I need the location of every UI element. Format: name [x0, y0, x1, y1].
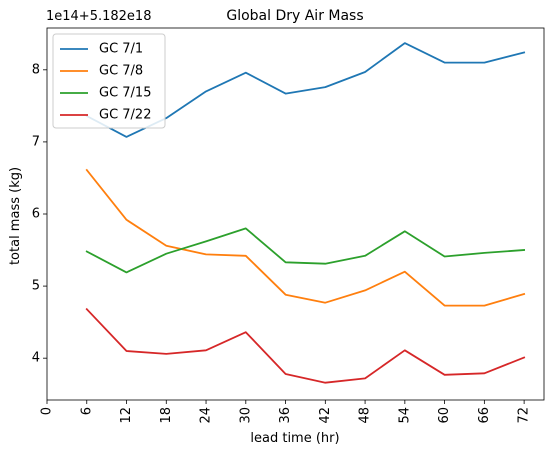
axes-layer: 0 6 12 18 24 30 36 42 48 54 60 66 72 4 5 6 7 8: [32, 27, 545, 424]
x-tick-label-1: 6: [79, 407, 94, 415]
legend-label-3: GC 7/22: [99, 108, 151, 123]
x-tick-label-3: 18: [159, 407, 174, 424]
x-tick-label-5: 30: [238, 407, 253, 424]
x-tick-label-11: 66: [477, 407, 492, 424]
series-line-1: [85, 168, 526, 307]
x-tick-label-7: 42: [318, 407, 333, 424]
y-axis-label: total mass (kg): [8, 167, 23, 265]
x-tick-label-2: 12: [119, 407, 134, 424]
legend-label-2: GC 7/15: [99, 86, 151, 101]
y-offset-text: 1e14+5.182e18: [46, 9, 151, 24]
x-tick-label-6: 36: [278, 407, 293, 424]
series-line-3: [85, 307, 526, 384]
x-tick-label-12: 72: [517, 407, 532, 424]
legend-label-0: GC 7/1: [99, 42, 143, 57]
series-layer: [85, 42, 526, 384]
x-axis-label: lead time (hr): [250, 431, 339, 446]
legend-label-1: GC 7/8: [99, 64, 143, 79]
chart-title: Global Dry Air Mass: [226, 8, 363, 24]
x-tick-label-10: 60: [437, 407, 452, 424]
y-tick-label-4: 8: [32, 62, 40, 77]
x-tick-label-9: 54: [397, 407, 412, 424]
x-tick-label-8: 48: [358, 407, 373, 424]
y-tick-label-2: 6: [32, 207, 40, 222]
legend: GC 7/1 GC 7/8 GC 7/15 GC 7/22: [52, 33, 166, 129]
y-tick-label-1: 5: [32, 279, 40, 294]
series-line-2: [85, 227, 526, 274]
y-tick-label-0: 4: [32, 351, 40, 366]
legend-box: [52, 33, 166, 129]
y-tick-label-3: 7: [32, 134, 40, 149]
x-tick-label-0: 0: [40, 407, 55, 415]
x-tick-label-4: 24: [199, 407, 214, 424]
